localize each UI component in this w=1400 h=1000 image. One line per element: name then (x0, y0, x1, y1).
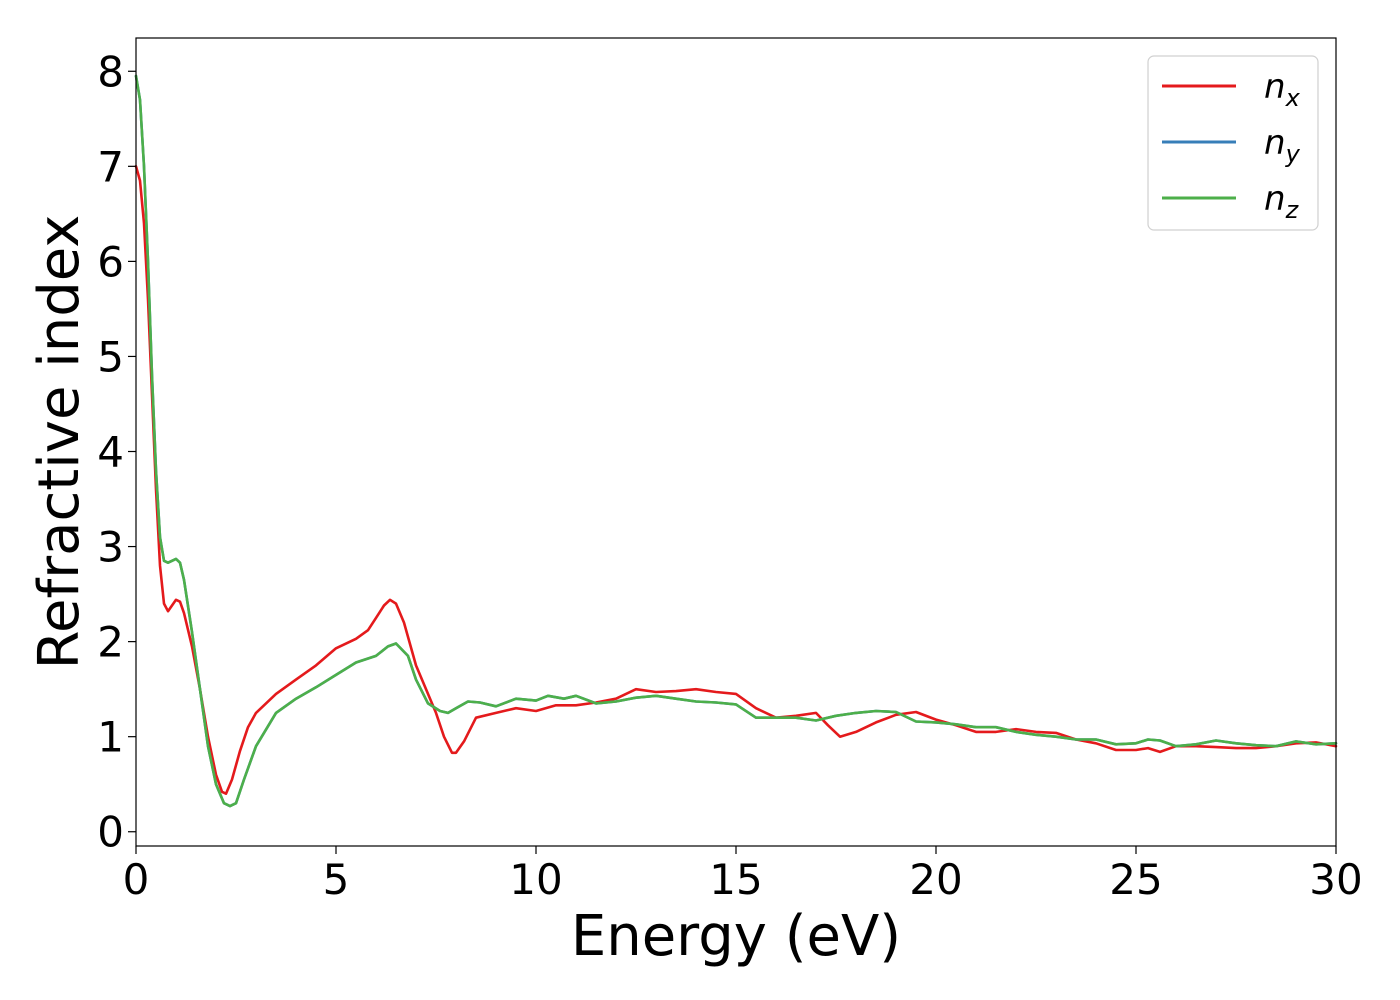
y-tick-label: 3 (97, 523, 124, 572)
x-tick-label: 5 (323, 855, 350, 904)
legend-label-main: n (1264, 67, 1286, 107)
y-tick-label: 0 (97, 808, 124, 857)
y-tick-label: 7 (97, 142, 124, 191)
plot-background (136, 38, 1336, 846)
legend-label-subscript: x (1285, 84, 1301, 112)
y-tick-label: 1 (97, 713, 124, 762)
x-axis-title: Energy (eV) (571, 904, 901, 969)
x-tick-label: 25 (1109, 855, 1162, 904)
x-tick-label: 30 (1309, 855, 1362, 904)
series-layer (134, 74, 1338, 808)
x-tick-label: 15 (709, 855, 762, 904)
legend-label-y: ny (1264, 123, 1301, 168)
legend-label-main: n (1264, 123, 1286, 163)
y-axis-title: Refractive index (27, 215, 92, 670)
y-tick-label: 2 (97, 618, 124, 667)
y-tick-label: 4 (97, 428, 124, 477)
x-tick-label: 10 (509, 855, 562, 904)
y-tick-label: 8 (97, 47, 124, 96)
legend-label-z: nz (1264, 179, 1300, 224)
x-tick-label: 20 (909, 855, 962, 904)
x-tick-label: 0 (123, 855, 150, 904)
x-axis-ticks: 0 5 10 15 20 25 30 (123, 846, 1363, 904)
legend-label-main: n (1264, 179, 1286, 219)
y-tick-label: 6 (97, 237, 124, 286)
legend-label-x: nx (1264, 67, 1301, 112)
series-line-z (134, 74, 1338, 808)
legend-label-subscript: y (1285, 140, 1301, 168)
y-axis-ticks: 0 1 2 3 4 5 6 7 8 (97, 47, 136, 857)
y-tick-label: 5 (97, 332, 124, 381)
legend-label-subscript: z (1285, 196, 1300, 224)
